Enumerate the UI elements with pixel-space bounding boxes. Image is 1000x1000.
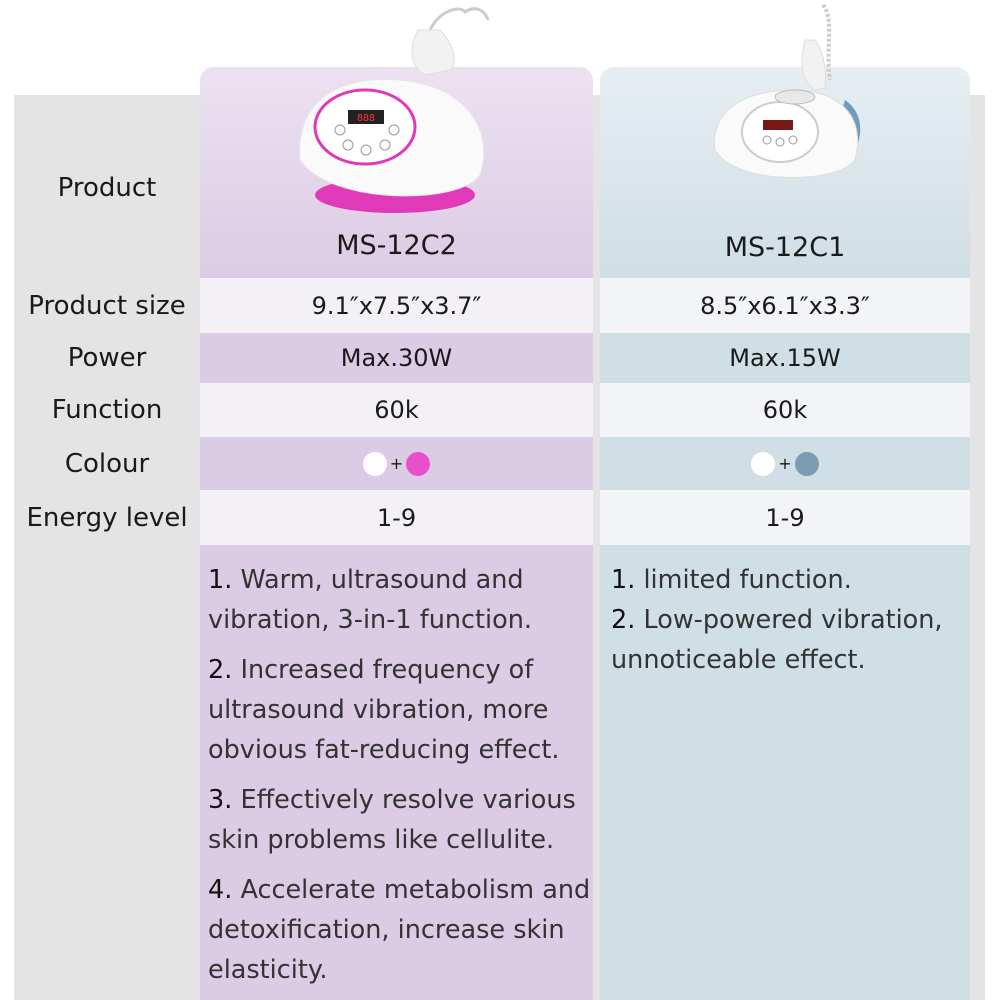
device-image-ms-12c2: 888: [299, 7, 490, 213]
colour-cell: +: [200, 437, 593, 490]
feature-text: Warm, ultrasound and vibration, 3-in-1 f…: [208, 565, 533, 635]
feature-number: 2.: [208, 655, 233, 685]
feature-number: 2.: [611, 605, 636, 635]
feature-text: Increased frequency of ultrasound vibrat…: [208, 655, 560, 765]
colour-swatch-pink: [406, 451, 431, 476]
device-image-ms-12c1: [714, 3, 861, 179]
colour-swatch-blue: [794, 451, 819, 476]
feature-number: 1.: [208, 565, 233, 595]
feature-item: 1. limited function.: [611, 560, 973, 600]
product-column-ms-12c1: MS-12C1 8.5″x6.1″x3.3″ Max.15W 60k + 1-9: [600, 67, 970, 1000]
size-cell: 9.1″x7.5″x3.7″: [200, 278, 593, 333]
plus-sign: +: [778, 454, 792, 473]
power-cell: Max.30W: [340, 344, 453, 372]
label-function: Function: [51, 395, 163, 425]
feature-number: 1.: [611, 565, 636, 595]
feature-item: 2. Low-powered vibration, unnoticeable e…: [611, 600, 973, 680]
colour-swatch-white: [751, 451, 776, 476]
plus-sign: +: [389, 454, 404, 473]
function-cell: 60k: [200, 383, 593, 437]
label-product-size: Product size: [28, 290, 186, 321]
feature-item: 2. Increased frequency of ultrasound vib…: [208, 650, 593, 770]
label-colour: Colour: [64, 448, 150, 479]
feature-text: Accelerate metabolism and detoxification…: [208, 875, 591, 985]
feature-item: 1. Warm, ultrasound and vibration, 3-in-…: [208, 560, 593, 640]
feature-number: 3.: [208, 785, 233, 815]
model-name: MS-12C1: [724, 232, 846, 263]
label-product: Product: [57, 172, 157, 203]
colour-swatch-white: [362, 451, 387, 476]
energy-level-cell: 1-9: [600, 490, 970, 545]
label-energy-level: Energy level: [26, 502, 188, 533]
label-power: Power: [67, 343, 147, 373]
features-list-ms-12c1: 1. limited function. 2. Low-powered vibr…: [611, 560, 973, 690]
colour-cell: +: [600, 437, 970, 490]
svg-text:888: 888: [357, 113, 375, 124]
size-cell: 8.5″x6.1″x3.3″: [600, 278, 970, 333]
product-column-ms-12c2: MS-12C2 9.1″x7.5″x3.7″ Max.30W 60k + 1-9: [200, 67, 593, 1000]
model-name: MS-12C2: [336, 230, 457, 261]
feature-text: Effectively resolve various skin problem…: [208, 785, 576, 855]
energy-level-cell: 1-9: [200, 490, 593, 545]
feature-item: 3. Effectively resolve various skin prob…: [208, 780, 593, 860]
function-cell: 60k: [600, 383, 970, 437]
feature-text: Low-powered vibration, unnoticeable effe…: [611, 605, 943, 675]
feature-text: limited function.: [643, 565, 852, 595]
feature-item: 4. Accelerate metabolism and detoxificat…: [208, 870, 593, 990]
features-list-ms-12c2: 1. Warm, ultrasound and vibration, 3-in-…: [208, 560, 593, 1000]
feature-number: 4.: [208, 875, 233, 905]
power-cell: Max.15W: [729, 344, 841, 372]
